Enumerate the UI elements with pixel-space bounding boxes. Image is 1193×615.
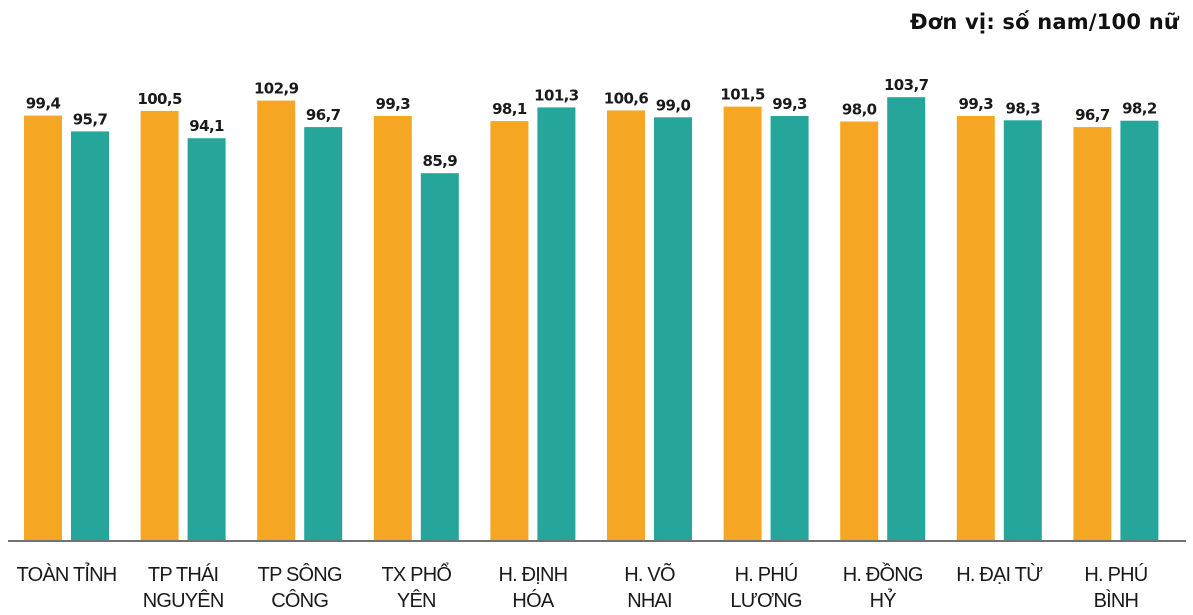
bar-series2-7 — [770, 116, 809, 540]
category-label-6: H. VÕ NHAI — [624, 562, 675, 612]
category-label-7: H. PHÚ LƯƠNG — [730, 563, 802, 612]
category-label-8: H. ĐỒNG HỶ — [843, 562, 923, 612]
bar-series1-7 — [723, 106, 762, 540]
category-label-10: H. PHÚ BÌNH — [1084, 563, 1147, 612]
value-label-series2-4: 85,9 — [422, 152, 457, 170]
bar-series2-9 — [1003, 120, 1042, 541]
category-label-4: TX PHỔ YÊN — [381, 562, 451, 612]
value-label-series1-8: 98,0 — [842, 101, 877, 119]
value-label-series2-7: 99,3 — [772, 95, 807, 113]
bars-group — [24, 97, 1159, 541]
value-label-series1-3: 102,9 — [254, 80, 299, 98]
bar-series2-5 — [537, 107, 576, 541]
value-label-series2-1: 95,7 — [73, 110, 108, 128]
category-label-3: TP SÔNG CÔNG — [258, 563, 342, 612]
value-label-series1-6: 100,6 — [604, 89, 649, 107]
value-label-series2-6: 99,0 — [656, 96, 691, 114]
value-label-series2-8: 103,7 — [884, 76, 929, 94]
value-label-series1-4: 99,3 — [375, 95, 410, 113]
category-label-9: H. ĐẠI TỪ — [956, 563, 1043, 586]
bar-series2-8 — [887, 97, 926, 540]
value-label-series1-5: 98,1 — [492, 100, 527, 118]
category-label-5: H. ĐỊNH HÓA — [498, 564, 567, 612]
bar-series1-8 — [840, 121, 879, 540]
bar-series1-4 — [373, 116, 412, 540]
value-label-series1-1: 99,4 — [26, 95, 61, 113]
value-label-series2-10: 98,2 — [1122, 100, 1157, 118]
bar-series2-1 — [71, 131, 109, 540]
bar-series1-1 — [24, 115, 62, 540]
value-label-series2-9: 98,3 — [1005, 99, 1040, 117]
bar-series1-3 — [257, 100, 296, 540]
category-labels-group: TOÀN TỈNH TP THÁI NGUYÊN TP SÔNG CÔNG TX PHỔ Y… — [17, 562, 1149, 612]
bar-series1-10 — [1073, 127, 1112, 540]
bar-series1-9 — [956, 116, 995, 540]
category-label-1: TOÀN TỈNH — [17, 563, 117, 586]
value-label-series1-2: 100,5 — [137, 90, 182, 108]
value-label-series1-9: 99,3 — [958, 95, 993, 113]
bar-series1-2 — [140, 110, 179, 541]
value-label-series1-10: 96,7 — [1075, 106, 1110, 124]
bar-series2-4 — [420, 173, 459, 540]
bar-series1-5 — [490, 121, 529, 540]
bar-series1-6 — [607, 110, 645, 541]
value-labels-group: 99,4 95,7 100,5 94,1 102,9 96,7 99,3 85,9 98,1 10… — [26, 76, 1158, 170]
bar-series2-3 — [304, 127, 343, 540]
unit-label: Đơn vị: số nam/100 nữ — [909, 10, 1179, 34]
category-label-2: TP THÁI NGUYÊN — [143, 563, 224, 612]
bar-series2-2 — [187, 138, 226, 540]
value-label-series2-5: 101,3 — [534, 86, 579, 104]
bar-series2-10 — [1120, 120, 1159, 540]
bar-series2-6 — [654, 117, 692, 541]
value-label-series1-7: 101,5 — [720, 86, 765, 104]
value-label-series2-3: 96,7 — [306, 106, 341, 124]
value-label-series2-2: 94,1 — [189, 117, 224, 135]
